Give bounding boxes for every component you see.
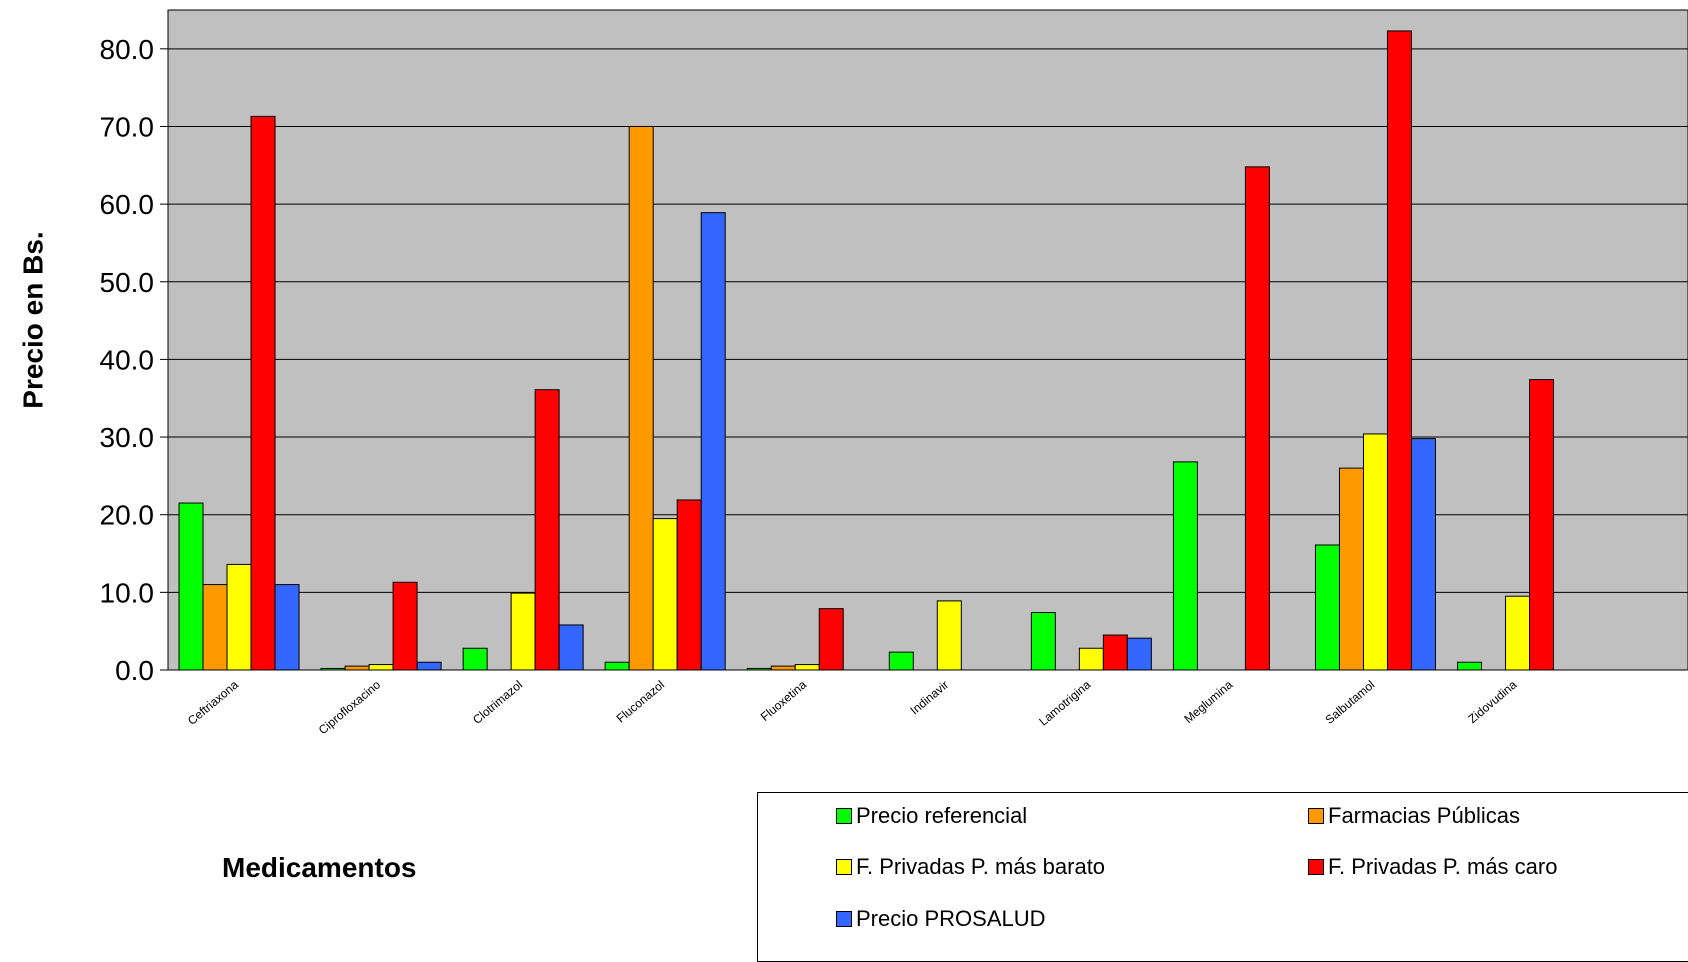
bar xyxy=(1529,379,1555,671)
legend-label: Precio PROSALUD xyxy=(856,906,1046,931)
x-tick-label: Zidovudina xyxy=(1465,677,1519,726)
bar xyxy=(202,584,228,671)
chart-legend: Precio referencial Farmacias Públicas F. P… xyxy=(757,792,1688,962)
bar xyxy=(770,665,796,671)
y-axis-title-text: Precio en Bs. xyxy=(18,231,49,409)
y-tick-label: 80.0 xyxy=(100,34,155,65)
bar xyxy=(1030,612,1056,671)
x-tick-label: Ceftriaxona xyxy=(185,677,241,727)
plot-area xyxy=(167,9,1688,671)
x-tick-label: Clotrimazol xyxy=(470,678,525,727)
legend-item: Farmacias Públicas xyxy=(1308,803,1520,829)
bar xyxy=(1362,433,1388,671)
bar xyxy=(1386,30,1412,671)
bar xyxy=(368,664,394,671)
bar xyxy=(1244,166,1270,671)
bar xyxy=(250,115,276,671)
bar xyxy=(700,212,726,671)
legend-swatch xyxy=(836,911,852,927)
bar xyxy=(1505,595,1531,671)
legend-item: Precio PROSALUD xyxy=(836,906,1046,932)
y-tick-label: 20.0 xyxy=(100,500,155,531)
x-tick-label: Ciprofloxacino xyxy=(316,677,383,737)
bar xyxy=(1126,637,1152,671)
bar xyxy=(226,563,252,671)
bar xyxy=(794,664,820,671)
legend-swatch xyxy=(836,859,852,875)
bar xyxy=(462,647,488,671)
bar xyxy=(344,665,370,671)
x-tick-label: Salbutamol xyxy=(1322,678,1377,727)
y-tick-label: 40.0 xyxy=(100,344,155,375)
bar xyxy=(392,581,418,671)
bar xyxy=(1338,467,1364,671)
bar xyxy=(628,125,654,671)
legend-swatch xyxy=(1308,859,1324,875)
y-tick-label: 10.0 xyxy=(100,577,155,608)
legend-swatch xyxy=(1308,808,1324,824)
x-tick-label: Fluoxetina xyxy=(758,677,810,724)
bar xyxy=(818,608,844,671)
bar xyxy=(888,651,914,671)
legend-item: F. Privadas P. más barato xyxy=(836,854,1105,880)
bar xyxy=(178,502,204,671)
y-tick-label: 70.0 xyxy=(100,111,155,142)
bar xyxy=(652,518,678,671)
legend-label: Precio referencial xyxy=(856,803,1028,828)
bar xyxy=(1314,544,1340,671)
x-axis-title: Medicamentos xyxy=(222,852,417,883)
bar xyxy=(558,624,584,671)
legend-item: Precio referencial xyxy=(836,803,1027,829)
x-tick-label: Meglumina xyxy=(1181,677,1235,726)
bar-chart: 0.0 10.0 20.0 30.0 40.0 50.0 60.0 70.0 80.0 Ceftr… xyxy=(100,9,1688,737)
bar xyxy=(676,499,702,671)
x-tick-label: Fluconazol xyxy=(614,678,667,726)
legend-label: Farmacias Públicas xyxy=(1328,803,1520,828)
y-axis-title: Precio en Bs. xyxy=(4,0,64,640)
bar xyxy=(1172,461,1198,671)
bar xyxy=(416,661,442,671)
x-tick-label: Lamotrigina xyxy=(1036,677,1093,728)
bar xyxy=(1102,634,1128,671)
bar xyxy=(510,592,536,671)
y-tick-label: 50.0 xyxy=(100,267,155,298)
legend-swatch xyxy=(836,808,852,824)
bar xyxy=(936,600,962,671)
bar xyxy=(1078,647,1104,671)
y-tick-label: 0.0 xyxy=(115,655,154,686)
bar xyxy=(534,389,560,671)
bar xyxy=(1457,661,1483,671)
legend-label: F. Privadas P. más caro xyxy=(1328,854,1558,879)
bar xyxy=(1410,438,1436,671)
x-tick-label: Indinavir xyxy=(907,678,951,718)
legend-item: F. Privadas P. más caro xyxy=(1308,854,1557,880)
bar xyxy=(274,584,300,671)
y-tick-label: 30.0 xyxy=(100,422,155,453)
y-tick-label: 60.0 xyxy=(100,189,155,220)
bar xyxy=(604,661,630,671)
legend-label: F. Privadas P. más barato xyxy=(856,854,1106,879)
